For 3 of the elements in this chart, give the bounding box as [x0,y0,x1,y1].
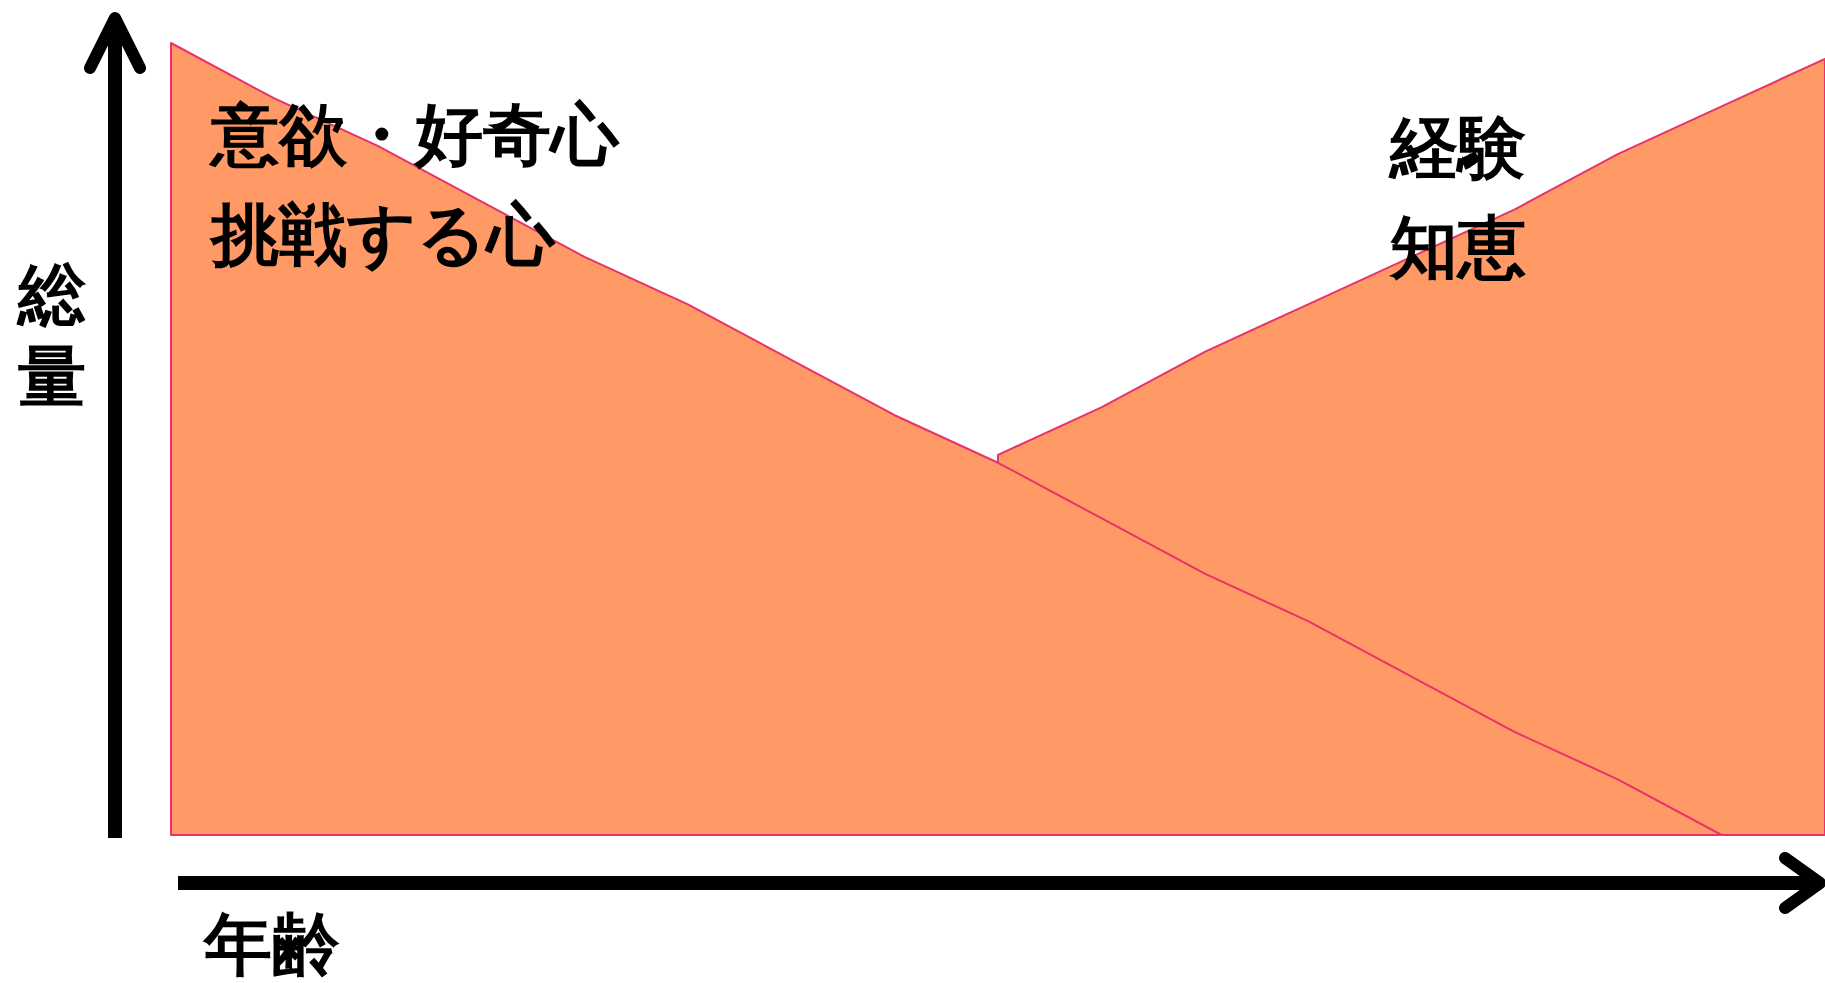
series-label: 意欲・好奇心挑戦する心 [208,95,620,274]
x-axis-title: 年齢 [202,905,340,983]
y-axis-title: 総量 [16,255,87,416]
